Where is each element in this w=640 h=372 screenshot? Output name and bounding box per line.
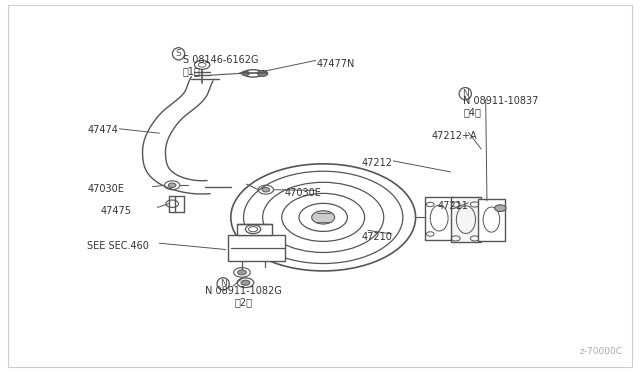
- Text: 47030E: 47030E: [88, 184, 124, 194]
- Text: 47477N: 47477N: [317, 59, 355, 68]
- Text: 47030E: 47030E: [285, 188, 322, 198]
- Circle shape: [241, 280, 250, 285]
- Bar: [451, 197, 481, 242]
- Text: S 08146-6162G
（1）: S 08146-6162G （1）: [183, 55, 259, 77]
- Text: z-70000C: z-70000C: [580, 347, 623, 356]
- Text: N: N: [220, 279, 227, 288]
- Text: 47210: 47210: [362, 232, 392, 242]
- Text: SEE SEC.460: SEE SEC.460: [88, 241, 149, 251]
- Text: 47212+A: 47212+A: [431, 131, 477, 141]
- Circle shape: [242, 71, 249, 76]
- Circle shape: [237, 270, 246, 275]
- Text: 47211: 47211: [438, 201, 468, 211]
- Bar: [228, 235, 285, 260]
- Text: 47212: 47212: [362, 158, 392, 168]
- Bar: [478, 199, 505, 241]
- Text: N: N: [462, 89, 468, 98]
- Text: 47475: 47475: [100, 206, 131, 216]
- Circle shape: [312, 211, 335, 224]
- Bar: [237, 224, 272, 235]
- Text: S: S: [175, 49, 181, 58]
- Circle shape: [168, 183, 176, 187]
- Text: 47474: 47474: [88, 125, 118, 135]
- Circle shape: [495, 205, 506, 211]
- Text: N 08911-1082G
（2）: N 08911-1082G （2）: [205, 286, 282, 307]
- Bar: [425, 197, 454, 240]
- Circle shape: [262, 187, 269, 192]
- Circle shape: [257, 70, 268, 76]
- Text: N 08911-10837
（4）: N 08911-10837 （4）: [463, 96, 539, 117]
